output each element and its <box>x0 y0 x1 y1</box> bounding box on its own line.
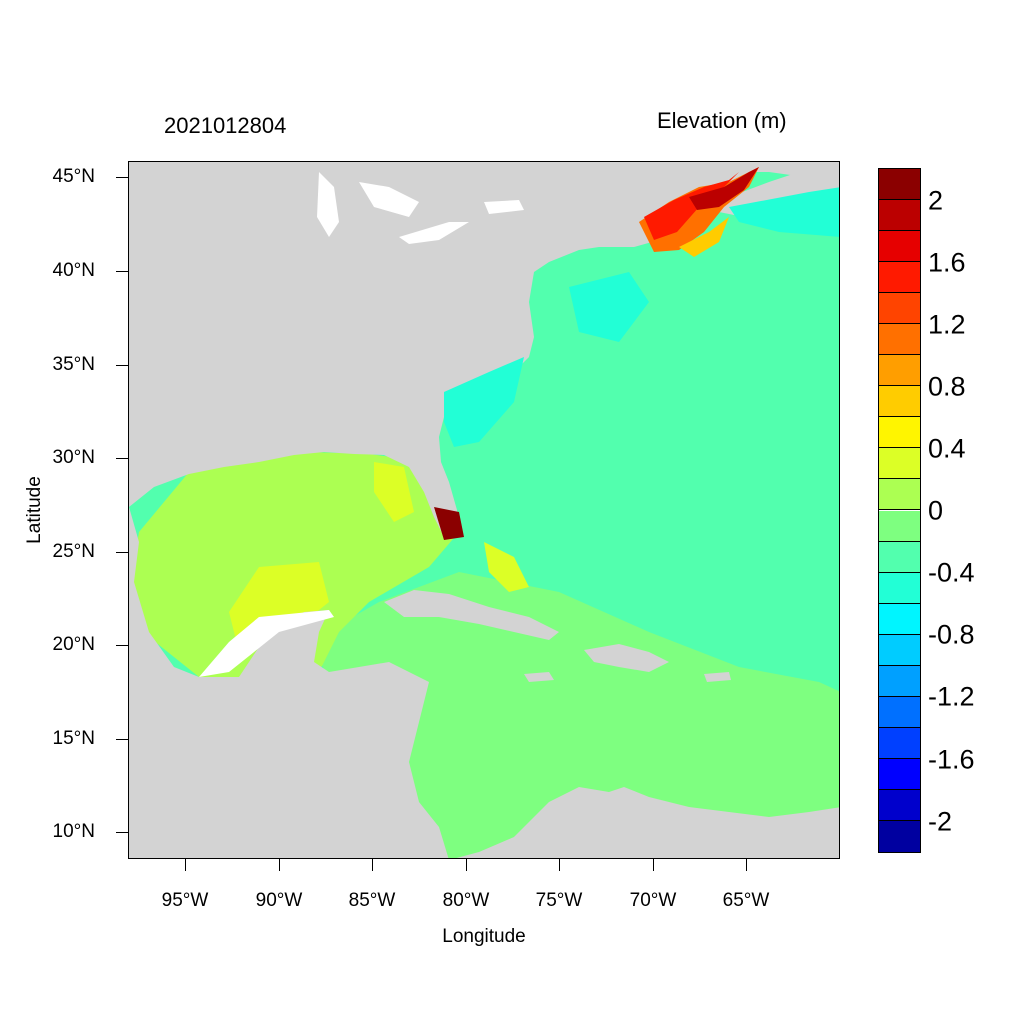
lon-label: 90°W <box>255 890 303 911</box>
midatlantic-negative <box>569 272 649 342</box>
mexico-central-america-land <box>129 507 449 858</box>
puerto-rico-land <box>704 672 731 682</box>
colorbar-label: 0 <box>928 495 944 526</box>
colorbar-cell <box>879 572 920 604</box>
surge-band-mid <box>644 172 739 240</box>
lat-tick <box>116 177 128 178</box>
colorbar-label: -0.4 <box>928 557 975 588</box>
variable-label: Elevation (m) <box>657 108 787 133</box>
lat-label: 15°N <box>52 728 95 749</box>
north-america-land <box>129 162 839 537</box>
colorbar-cell <box>879 665 920 697</box>
colorbar-cell <box>879 386 920 418</box>
lon-tick <box>653 859 654 871</box>
northeast-negative <box>729 187 839 237</box>
lake-ontario <box>484 200 524 214</box>
elevation-map <box>128 161 840 859</box>
yucatan-coast <box>199 610 334 677</box>
lon-label: 70°W <box>629 890 677 911</box>
lat-tick <box>116 645 128 646</box>
colorbar-cell <box>879 231 920 263</box>
map-canvas <box>129 162 839 858</box>
colorbar-cell <box>879 355 920 387</box>
colorbar-cell <box>879 169 920 201</box>
colorbar-label: -1.2 <box>928 681 975 712</box>
lon-label: 95°W <box>161 890 209 911</box>
colorbar-cell <box>879 200 920 232</box>
lon-label: 75°W <box>535 890 583 911</box>
lon-tick <box>279 859 280 871</box>
caribbean-sea <box>309 572 839 858</box>
lat-tick <box>116 365 128 366</box>
colorbar-cell <box>879 448 920 480</box>
lat-tick <box>116 552 128 553</box>
colorbar <box>878 168 921 853</box>
colorbar-cell <box>879 324 920 356</box>
colorbar-cell <box>879 510 920 542</box>
south-america-land <box>456 787 839 858</box>
lat-tick <box>116 271 128 272</box>
lon-tick <box>559 859 560 871</box>
colorbar-label: -1.6 <box>928 744 975 775</box>
colorbar-cell <box>879 541 920 573</box>
lon-tick <box>185 859 186 871</box>
colorbar-cell <box>879 820 920 852</box>
colorbar-cell <box>879 758 920 790</box>
lat-label: 20°N <box>52 634 95 655</box>
lon-tick <box>466 859 467 871</box>
lat-tick <box>116 458 128 459</box>
jamaica-land <box>524 672 554 682</box>
colorbar-label: 0.4 <box>928 433 966 464</box>
x-axis-title: Longitude <box>442 926 526 947</box>
lat-tick <box>116 739 128 740</box>
lon-label: 65°W <box>722 890 770 911</box>
date-label: 2021012804 <box>164 113 287 138</box>
lat-label: 30°N <box>52 447 95 468</box>
colorbar-cell <box>879 603 920 635</box>
colorbar-cell <box>879 727 920 759</box>
surge-band-edge <box>679 217 729 257</box>
hispaniola-land <box>584 644 669 672</box>
lon-label: 80°W <box>442 890 490 911</box>
colorbar-label: -0.8 <box>928 619 975 650</box>
florida-surge <box>434 507 464 540</box>
colorbar-label: 0.8 <box>928 371 966 402</box>
colorbar-cell <box>879 417 920 449</box>
lat-tick <box>116 832 128 833</box>
lat-label: 10°N <box>52 821 95 842</box>
lake-erie <box>399 222 469 244</box>
colorbar-label: -2 <box>928 806 953 837</box>
colorbar-label: 1.6 <box>928 247 966 278</box>
colorbar-label: 1.2 <box>928 309 966 340</box>
colorbar-cell <box>879 479 920 511</box>
colorbar-cell <box>879 293 920 325</box>
colorbar-label: 2 <box>928 185 944 216</box>
lat-label: 40°N <box>52 260 95 281</box>
colorbar-cell <box>879 789 920 821</box>
lon-label: 85°W <box>348 890 396 911</box>
colorbar-cell <box>879 262 920 294</box>
colorbar-cell <box>879 696 920 728</box>
colorbar-cell <box>879 634 920 666</box>
florida-shelf-high <box>374 462 414 522</box>
bahamas-zone <box>484 542 529 592</box>
southeast-coast-negative <box>444 357 524 447</box>
lake-huron <box>359 182 419 217</box>
lon-tick <box>746 859 747 871</box>
lat-label: 35°N <box>52 354 95 375</box>
surge-band-inner <box>689 167 759 210</box>
lake-michigan <box>317 172 339 237</box>
cuba-land <box>384 590 559 640</box>
lon-tick <box>372 859 373 871</box>
lat-label: 45°N <box>52 166 95 187</box>
lat-label: 25°N <box>52 541 95 562</box>
y-axis-title: Latitude <box>24 476 45 544</box>
